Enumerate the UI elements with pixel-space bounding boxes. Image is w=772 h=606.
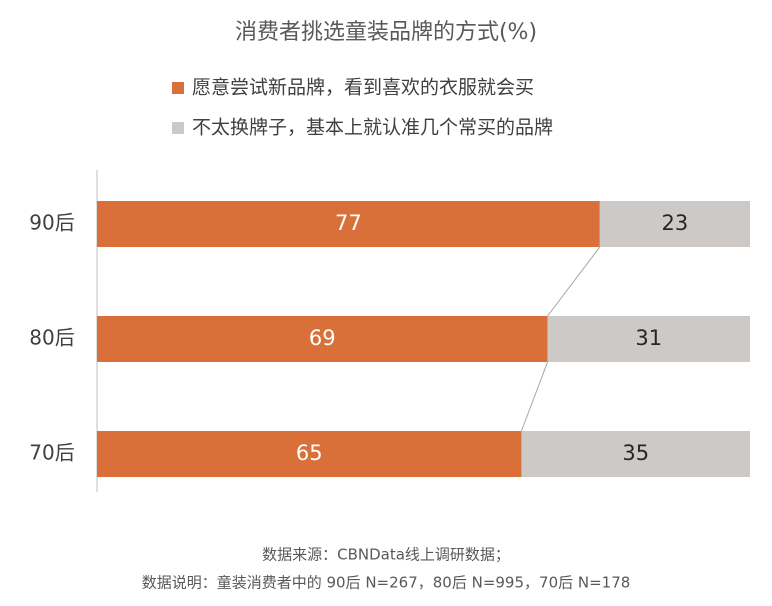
bar-segment xyxy=(97,201,600,247)
bar-segment xyxy=(97,431,522,477)
legend-swatch xyxy=(172,122,184,134)
chart-title: 消费者挑选童装品牌的方式(%) xyxy=(235,20,537,45)
data-label: 77 xyxy=(335,211,362,235)
data-label: 35 xyxy=(622,441,649,465)
legend-label: 愿意尝试新品牌，看到喜欢的衣服就会买 xyxy=(192,77,534,99)
bar-segment xyxy=(97,316,548,362)
bar-segment xyxy=(521,431,750,477)
y-tick-label: 80后 xyxy=(29,326,74,350)
legend-label: 不太换牌子，基本上就认准几个常买的品牌 xyxy=(192,117,553,139)
footnote: 数据来源：CBNData线上调研数据； xyxy=(262,546,510,564)
connector-line xyxy=(520,361,549,432)
data-label: 65 xyxy=(296,441,323,465)
data-label: 23 xyxy=(662,211,689,235)
y-tick-label: 90后 xyxy=(29,211,74,235)
legend-swatch xyxy=(172,82,184,94)
y-tick-label: 70后 xyxy=(29,441,74,465)
bar-segment xyxy=(599,201,750,247)
footnote: 数据说明：童装消费者中的 90后 N=267，80后 N=995，70后 N=1… xyxy=(142,574,631,592)
data-label: 69 xyxy=(309,326,336,350)
connector-line xyxy=(547,246,601,317)
bar-segment xyxy=(547,316,750,362)
data-label: 31 xyxy=(635,326,662,350)
